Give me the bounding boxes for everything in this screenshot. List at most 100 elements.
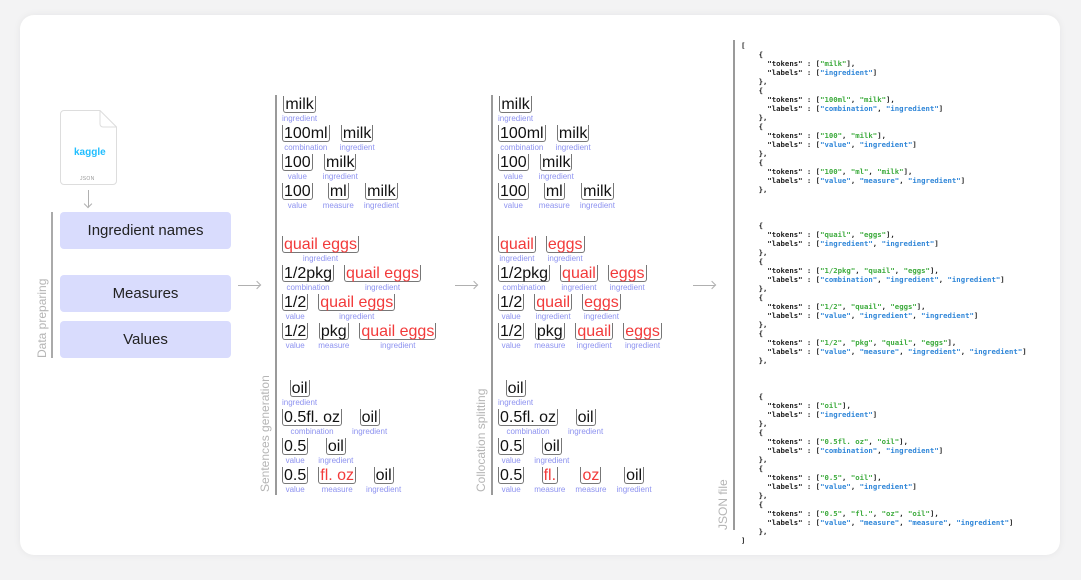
sentence: quail eggs ingredient (282, 236, 359, 264)
token-text: eggs (623, 323, 662, 340)
token-text: 1/2 (498, 294, 525, 311)
token-text: eggs (545, 236, 585, 253)
token: oil ingredient (282, 380, 317, 408)
sentence: quail ingredient eggs ingredient (498, 236, 585, 264)
collocation-splitting-label: Collocation splitting (474, 388, 488, 492)
json-line: { (741, 257, 763, 266)
token: oz measure (575, 467, 607, 495)
sentence: 1/2pkg combination quail eggs ingredient (282, 265, 421, 293)
token-text: 0.5 (282, 438, 309, 455)
token: oil ingredient (366, 467, 401, 495)
json-line: }, (741, 491, 768, 500)
token-text: 100ml (282, 125, 330, 142)
json-line: "tokens" : ["1/2", "quail", "eggs"], (741, 302, 926, 311)
json-line: { (741, 221, 763, 230)
json-line (741, 194, 1027, 203)
json-file-label: JSON file (716, 479, 730, 530)
token-text: 100 (282, 183, 313, 200)
token: 0.5 value (498, 467, 525, 495)
json-line: { (741, 86, 763, 95)
token-label: ingredient (535, 312, 571, 321)
json-line: "labels" : ["value", "measure", "measure… (741, 518, 1014, 527)
token-label: ingredient (366, 485, 402, 494)
json-line: "tokens" : ["quail", "eggs"], (741, 230, 895, 239)
token: milk ingredient (498, 96, 533, 124)
json-line (741, 374, 1027, 383)
sentences-generation-label: Sentences generation (258, 375, 272, 492)
token: 1/2pkg combination (498, 265, 551, 293)
token: 1/2 value (498, 294, 525, 322)
token-text: oil (624, 467, 645, 484)
json-line: }, (741, 527, 768, 536)
token-text: 1/2 (282, 323, 309, 340)
token-label: ingredient (576, 341, 612, 350)
token: milk ingredient (580, 183, 615, 211)
token: 100ml combination (498, 125, 546, 153)
sentence: 100 value ml measure milk ingredient (282, 183, 399, 211)
token-text: milk (365, 183, 398, 200)
token-label: ingredient (579, 201, 615, 210)
token-label: ingredient (561, 283, 597, 292)
token-label: ingredient (534, 456, 570, 465)
token-text: oz (580, 467, 602, 484)
token-text: oil (325, 438, 346, 455)
sentence: 1/2 value quail eggs ingredient (282, 294, 396, 322)
collocation-divider (491, 95, 493, 495)
values-box: Values (60, 321, 231, 358)
json-line (741, 203, 1027, 212)
sentence: 0.5 value fl. measure oz measure oil ingredient (498, 467, 652, 495)
token-text: quail eggs (344, 265, 421, 282)
token-label: ingredient (352, 427, 388, 436)
token-text: eggs (582, 294, 621, 311)
token-label: measure (575, 485, 607, 494)
token: 100 value (282, 183, 313, 211)
token: pkg measure (534, 323, 565, 351)
json-line: "labels" : ["combination", "ingredient"] (741, 104, 944, 113)
json-line: { (741, 122, 763, 131)
json-line: ] (741, 536, 746, 545)
token-text: oil (505, 380, 526, 397)
token-text: oil (373, 467, 394, 484)
token-text: quail (534, 294, 573, 311)
token-text: milk (556, 125, 590, 142)
json-line: "tokens" : ["0.5", "oil"], (741, 473, 882, 482)
token-text: ml (327, 183, 349, 200)
token-label: ingredient (555, 143, 591, 152)
json-line: { (741, 329, 763, 338)
token-text: fl. oz (318, 467, 357, 484)
token: 1/2pkg combination (282, 265, 335, 293)
sentence: 1/2 value pkg measure quail eggs ingredient (282, 323, 437, 351)
json-line: [ (741, 41, 746, 50)
token: quail ingredient (575, 323, 614, 351)
token-text: ml (543, 183, 565, 200)
token: pkg measure (318, 323, 349, 351)
json-line: "tokens" : ["100ml", "milk"], (741, 95, 895, 104)
sentence: 0.5 value oil ingredient (282, 438, 353, 466)
token-label: measure (322, 201, 354, 210)
token-label: ingredient (499, 254, 535, 263)
token-text: quail eggs (282, 236, 359, 253)
token-text: milk (324, 154, 357, 171)
token-label: value (501, 341, 521, 350)
token-label: ingredient (282, 114, 318, 123)
json-line: "labels" : ["value", "measure", "ingredi… (741, 176, 966, 185)
token-text: 0.5fl. oz (282, 409, 343, 426)
token-text: 100ml (498, 125, 546, 142)
token-label: value (287, 201, 307, 210)
token-label: measure (534, 341, 566, 350)
token: 0.5 value (282, 467, 309, 495)
token-label: value (501, 456, 521, 465)
token-label: combination (290, 427, 334, 436)
token-label: value (285, 312, 305, 321)
sentence: 0.5fl. oz combination oil ingredient (498, 409, 603, 437)
arrow-right-icon (455, 285, 477, 286)
token: 100 value (498, 183, 529, 211)
token-label: ingredient (322, 172, 358, 181)
measures-box: Measures (60, 275, 231, 312)
sentences-divider (275, 95, 277, 495)
token-label: ingredient (339, 312, 375, 321)
json-line: "tokens" : ["0.5", "fl.", "oz", "oil"], (741, 509, 939, 518)
json-line: { (741, 500, 763, 509)
token: milk ingredient (539, 154, 574, 182)
ingredient-names-box: Ingredient names (60, 212, 231, 249)
